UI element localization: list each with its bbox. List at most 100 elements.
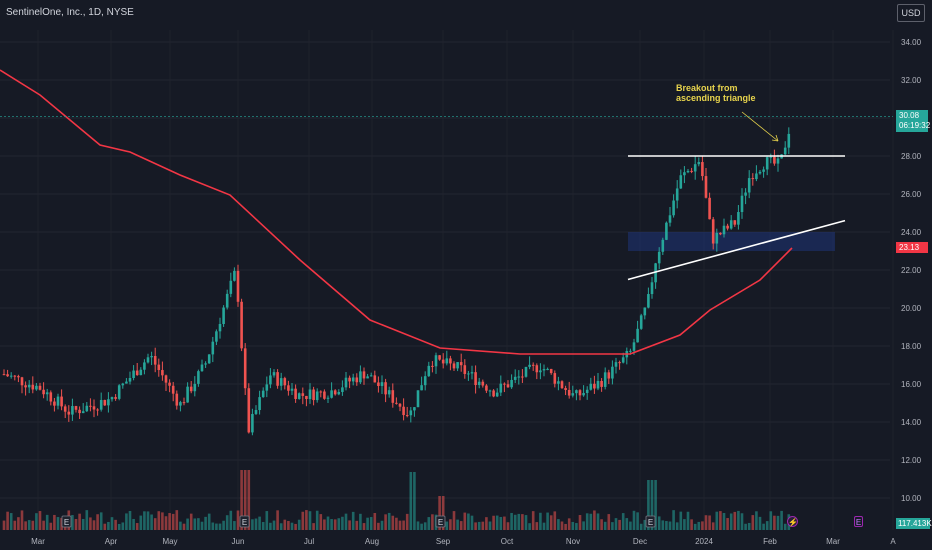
candle-body <box>600 380 603 387</box>
volume-bar <box>607 514 611 530</box>
volume-bar <box>456 519 459 530</box>
candle-body <box>481 381 485 386</box>
candle-body <box>301 393 305 396</box>
volume-bar <box>582 521 585 530</box>
candle-body <box>132 370 135 378</box>
candle-body <box>438 355 441 360</box>
volume-bar <box>362 523 366 530</box>
volume-bar <box>722 512 726 530</box>
volume-bar <box>344 513 348 530</box>
volume-bar <box>575 523 578 530</box>
dividend-icon[interactable]: ⚡ <box>787 516 798 527</box>
volume-bar <box>143 511 146 530</box>
candle-body <box>294 388 297 399</box>
candle-body <box>359 371 362 383</box>
volume-bar <box>272 520 276 530</box>
candle-body <box>578 390 582 396</box>
candle-body <box>715 232 719 244</box>
volume-bar <box>207 513 211 530</box>
candle-body <box>395 402 398 404</box>
candle-body <box>247 388 251 433</box>
volume-bar <box>49 522 53 530</box>
volume-bar <box>279 523 283 530</box>
volume-bar <box>27 520 31 530</box>
earnings-marker-icon <box>435 515 446 528</box>
candle-body <box>492 390 495 397</box>
volume-bar <box>711 522 715 530</box>
volume-bar <box>193 518 197 530</box>
candle-body <box>719 232 722 235</box>
candle-body <box>308 389 312 400</box>
candle-body <box>737 212 740 225</box>
candle-body <box>78 409 81 414</box>
candle-body <box>261 390 265 398</box>
earnings-icon[interactable]: E <box>854 516 863 527</box>
candle-body <box>769 156 773 158</box>
candle-body <box>164 375 168 383</box>
volume-bar <box>693 523 697 530</box>
candle-body <box>423 376 427 386</box>
volume-bar <box>366 517 369 530</box>
price-tick-label: 34.00 <box>901 38 922 47</box>
annotation-text: Breakout from ascending triangle <box>676 83 756 103</box>
candle-body <box>467 373 470 375</box>
candle-body <box>582 393 585 396</box>
volume-bar <box>758 516 762 530</box>
time-tick-label: Aug <box>365 537 379 546</box>
volume-bar <box>308 511 312 530</box>
volume-bar <box>765 521 769 530</box>
volume-bar <box>420 523 423 530</box>
volume-bar <box>297 519 301 530</box>
volume-bar <box>269 522 272 530</box>
volume-bar <box>341 516 344 530</box>
volume-bar <box>762 523 765 530</box>
candle-body <box>787 133 791 148</box>
candle-body <box>146 357 150 363</box>
candle-body <box>535 365 539 373</box>
candle-body <box>276 372 279 386</box>
candle-body <box>42 389 45 395</box>
volume-bar <box>686 511 690 530</box>
candle-body <box>319 391 323 393</box>
currency-button[interactable]: USD <box>897 4 925 22</box>
candle-body <box>650 282 654 295</box>
volume-bar <box>780 510 783 530</box>
candle-body <box>632 342 636 351</box>
volume-bar <box>211 522 215 530</box>
candle-body <box>765 157 769 170</box>
candle-body <box>150 355 153 358</box>
volume-bar <box>355 520 359 530</box>
candle-body <box>128 377 132 382</box>
volume-bar <box>506 522 510 530</box>
price-tick-label: 28.00 <box>901 152 922 161</box>
candle-body <box>207 354 211 364</box>
candle-body <box>377 382 380 386</box>
volume-bar <box>305 510 308 530</box>
volume-bar <box>589 513 593 530</box>
candle-body <box>506 384 510 388</box>
volume-bar <box>621 513 625 530</box>
candle-body <box>567 389 571 396</box>
volume-bar <box>467 513 470 530</box>
volume-bar <box>117 523 121 530</box>
volume-bar <box>20 510 24 530</box>
candle-body <box>398 403 402 407</box>
volume-bar <box>139 515 143 530</box>
candle-body <box>341 387 344 392</box>
volume-bar <box>402 520 405 530</box>
volume-bar <box>24 521 27 530</box>
candle-body <box>722 225 726 235</box>
ascending-trendline <box>627 219 846 281</box>
candle-body <box>679 175 683 189</box>
volume-bar <box>31 520 35 530</box>
volume-bar <box>96 514 99 530</box>
candle-body <box>683 172 686 176</box>
volume-tag: 117.413K <box>896 518 932 529</box>
candle-body <box>229 280 233 294</box>
candle-body <box>2 374 6 376</box>
volume-bar <box>243 470 247 530</box>
volume-bar <box>258 516 261 530</box>
volume-bar <box>373 512 377 530</box>
volume-bar <box>593 510 596 530</box>
